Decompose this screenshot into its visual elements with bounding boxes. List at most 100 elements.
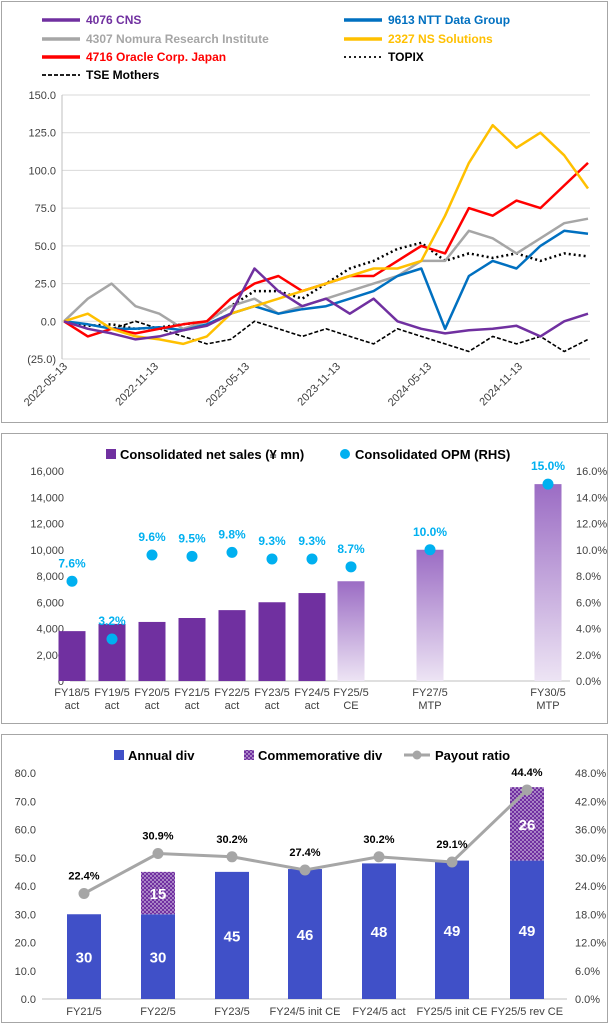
legend-label-annual: Annual div [128, 748, 195, 763]
y-tick-label: 14,000 [30, 492, 64, 504]
x-tick-label-sub: act [265, 700, 280, 712]
annual-div-label-4: 48 [371, 924, 388, 941]
payout-label-3: 27.4% [289, 847, 320, 859]
payout-point-4 [373, 851, 385, 863]
x-tick-label: FY30/5 [530, 687, 565, 699]
annual-div-label-2: 45 [224, 928, 241, 945]
x-tick-label: FY25/5 init CE [417, 1006, 488, 1018]
payout-point-0 [78, 888, 90, 900]
payout-label-0: 22.4% [68, 871, 99, 883]
y-tick-label: (25.0) [27, 354, 56, 366]
y2-tick-label: 0.0% [575, 994, 600, 1006]
opm-label-1: 3.2% [98, 614, 126, 628]
payout-label-6: 44.4% [511, 767, 542, 779]
payout-point-3 [299, 864, 311, 876]
x-tick-label: FY24/5 act [352, 1006, 405, 1018]
annual-div-label-6: 49 [519, 923, 536, 940]
x-tick-label-sub: act [185, 700, 200, 712]
x-tick-label: FY25/5 rev CE [491, 1006, 563, 1018]
legend-swatch-sales [106, 449, 116, 459]
y-tick-label: 80.0 [15, 768, 36, 780]
legend-label-payout: Payout ratio [435, 748, 510, 763]
commemorative-div-bar-1 [141, 871, 175, 915]
opm-label-6: 9.3% [298, 534, 326, 548]
series-line-6 [63, 312, 589, 353]
dividend-chart: Annual div Commemorative div Payout ratio 0… [15, 748, 607, 1018]
sales-bar-4 [218, 610, 246, 681]
payout-point-2 [226, 851, 238, 863]
annual-div-bar-1 [141, 914, 175, 999]
legend-swatch-annual [114, 750, 124, 760]
legend-label-1: 9613 NTT Data Group [388, 13, 510, 27]
sales-bar-5 [258, 602, 286, 681]
y-tick-label: 20.0 [15, 938, 36, 950]
y-tick-label: 50.0 [15, 853, 36, 865]
legend-label-6: TSE Mothers [86, 68, 160, 82]
y-tick-label: 50.0 [35, 241, 56, 253]
commemorative-div-label-1: 15 [150, 886, 167, 903]
annual-div-bar-6 [510, 860, 544, 999]
y-tick-label: 10,000 [30, 545, 64, 557]
payout-point-6 [521, 784, 533, 796]
y2-tick-label: 16.0% [576, 466, 607, 478]
y-tick-label: 125.0 [28, 128, 56, 140]
y2-tick-label: 8.0% [576, 571, 601, 583]
opm-point-1 [106, 633, 118, 645]
opm-point-8 [424, 544, 436, 556]
y-tick-label: 60.0 [15, 825, 36, 837]
sales-bar-3 [178, 618, 206, 681]
x-tick-label-sub: MTP [418, 700, 441, 712]
x-tick-label: FY24/5 [294, 687, 329, 699]
annual-div-label-0: 30 [76, 950, 93, 967]
payout-point-1 [152, 848, 164, 860]
legend-swatch-payout-dot [412, 750, 422, 760]
y2-tick-label: 36.0% [575, 825, 606, 837]
opm-point-7 [345, 561, 357, 573]
y-tick-label: 40.0 [15, 881, 36, 893]
payout-point-5 [446, 856, 458, 868]
opm-label-9: 15.0% [531, 459, 565, 473]
sales-bar-2 [138, 621, 166, 681]
opm-label-0: 7.6% [58, 556, 86, 570]
payout-label-2: 30.2% [216, 834, 247, 846]
annual-div-bar-3 [288, 869, 322, 999]
commemorative-div-label-6: 26 [519, 817, 536, 834]
legend-label-5: TOPIX [388, 50, 424, 64]
x-tick-label-sub: act [305, 700, 320, 712]
y-tick-label: 16,000 [30, 466, 64, 478]
opm-point-0 [66, 575, 78, 587]
y-tick-label: 12,000 [30, 519, 64, 531]
series-line-1 [63, 229, 589, 332]
x-tick-label-sub: act [145, 700, 160, 712]
legend-label-sales: Consolidated net sales (¥ mn) [120, 447, 304, 462]
annual-div-bar-2 [215, 871, 249, 999]
y2-tick-label: 18.0% [575, 909, 606, 921]
series-line-5 [63, 241, 589, 331]
y2-tick-label: 14.0% [576, 492, 607, 504]
x-tick-label-sub: act [65, 700, 80, 712]
y2-tick-label: 24.0% [575, 881, 606, 893]
x-tick-label-sub: MTP [536, 700, 559, 712]
legend-label-4: 4716 Oracle Corp. Japan [86, 50, 226, 64]
sales-bar-1 [98, 623, 126, 681]
opm-point-4 [226, 546, 238, 558]
x-tick-label: 2022-11-13 [113, 361, 161, 409]
y-tick-label: 30.0 [15, 909, 36, 921]
annual-div-bar-5 [435, 860, 469, 999]
opm-point-2 [146, 549, 158, 561]
opm-label-5: 9.3% [258, 534, 286, 548]
sales-bar-9 [534, 484, 562, 681]
x-tick-label: FY20/5 [134, 687, 169, 699]
x-tick-label: 2024-05-13 [386, 361, 434, 409]
sales-bar-6 [298, 593, 326, 681]
x-tick-label: FY25/5 [333, 687, 368, 699]
sales-bar-0 [58, 631, 86, 681]
y2-tick-label: 48.0% [575, 768, 606, 780]
x-tick-label-sub: act [225, 700, 240, 712]
y-tick-label: 8,000 [36, 571, 64, 583]
x-tick-label: FY27/5 [412, 687, 447, 699]
x-tick-label: 2023-11-13 [295, 361, 343, 409]
y2-tick-label: 6.0% [576, 597, 601, 609]
series-line-2 [63, 217, 589, 331]
legend-label-3: 2327 NS Solutions [388, 32, 493, 46]
